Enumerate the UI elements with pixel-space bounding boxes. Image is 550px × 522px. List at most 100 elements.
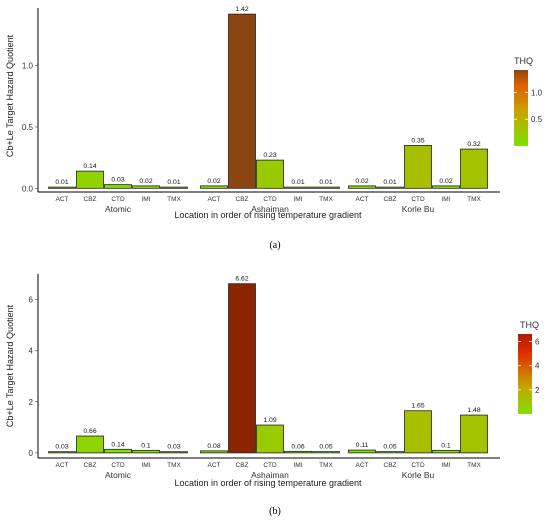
- category-label: CTD: [411, 462, 425, 469]
- bar-cbz: [76, 170, 104, 189]
- bar-tmx: [460, 414, 488, 454]
- bar-tmx: [160, 186, 188, 189]
- bar-value-label: 0.14: [83, 163, 96, 170]
- category-label: CTD: [111, 462, 125, 469]
- category-label: IMI: [141, 196, 150, 203]
- bar-value-label: 0.02: [207, 178, 220, 185]
- bar-value-label: 0.01: [319, 179, 332, 186]
- bar-group-korle-bu: 0.02 ACT 0.01 CBZ 0.35 CTD 0.02 IMI 0.32 TMX Korle…: [348, 137, 488, 214]
- bar-value-label: 0.11: [356, 442, 369, 449]
- bar-ctd: [256, 424, 284, 454]
- bar-value-label: 1.42: [235, 6, 248, 13]
- bar-imi: [284, 186, 312, 189]
- bar-value-label: 0.03: [55, 444, 68, 451]
- bar-ctd: [104, 448, 132, 454]
- category-label: IMI: [293, 462, 302, 469]
- y-tick-label: 0.5: [22, 123, 34, 132]
- bar-tmx: [312, 451, 340, 454]
- bar-imi: [284, 450, 312, 454]
- bar-value-label: 0.02: [439, 178, 452, 185]
- bar-ctd: [256, 159, 284, 189]
- bar-imi: [432, 185, 460, 189]
- bar-value-label: 1.09: [263, 417, 276, 424]
- bar-value-label: 0.23: [263, 152, 276, 159]
- category-label: CBZ: [236, 462, 249, 469]
- y-axis-title-b: Cb+Le Target Hazard Quotient: [5, 304, 15, 427]
- group-label: Atomic: [105, 204, 132, 214]
- legend-tick-label: 6: [535, 337, 540, 346]
- category-label: IMI: [441, 196, 450, 203]
- panel-b: Cb+Le Target Hazard Quotient Location in…: [5, 274, 540, 517]
- bar-tmx: [460, 148, 488, 189]
- group-label: Korle Bu: [402, 204, 435, 214]
- bar-value-label: 0.03: [111, 177, 124, 184]
- category-label: CBZ: [384, 196, 397, 203]
- bar-imi: [432, 449, 460, 454]
- bar-ctd: [404, 410, 432, 454]
- bar-value-label: 0.66: [83, 428, 96, 435]
- category-label: ACT: [208, 196, 221, 203]
- category-label: IMI: [441, 462, 450, 469]
- group-label: Ashaiman: [251, 470, 289, 480]
- bar-act: [48, 451, 76, 454]
- bar-group-atomic: 0.01 ACT 0.14 CBZ 0.03 CTD 0.02 IMI 0.01 TMX Atomi…: [48, 163, 188, 214]
- legend-tick-label: 0.5: [531, 115, 543, 124]
- bar-value-label: 0.08: [207, 443, 220, 450]
- y-tick-label: 2: [29, 398, 34, 407]
- bar-tmx: [312, 186, 340, 189]
- category-label: CBZ: [84, 196, 97, 203]
- bar-value-label: 0.01: [291, 179, 304, 186]
- category-label: CTD: [263, 462, 277, 469]
- bar-value-label: 0.1: [441, 442, 451, 449]
- bar-act: [200, 450, 228, 454]
- legend-colorbar: [518, 334, 532, 414]
- bar-group-korle-bu: 0.11 ACT 0.05 CBZ 1.65 CTD 0.1 IMI 1.48 TMX Korle …: [348, 403, 488, 480]
- bar-value-label: 1.48: [467, 407, 480, 414]
- group-label: Korle Bu: [402, 470, 435, 480]
- bar-value-label: 0.1: [141, 442, 151, 449]
- category-label: TMX: [467, 462, 481, 469]
- y-tick-label: 1.0: [22, 62, 34, 71]
- panel-caption-a: (a): [269, 240, 280, 251]
- group-label: Ashaiman: [251, 204, 289, 214]
- bar-value-label: 0.14: [111, 441, 124, 448]
- category-label: TMX: [319, 462, 333, 469]
- bar-imi: [132, 449, 160, 454]
- category-label: CTD: [411, 196, 425, 203]
- bar-value-label: 0.01: [55, 179, 68, 186]
- legend-title-a: THQ: [514, 56, 533, 66]
- legend-tick-label: 2: [535, 386, 540, 395]
- category-label: ACT: [56, 462, 69, 469]
- bar-cbz: [376, 451, 404, 454]
- category-label: CTD: [263, 196, 277, 203]
- legend-colorbar: [514, 70, 528, 146]
- y-axis-title-a: Cb+Le Target Hazard Quotient: [5, 34, 15, 157]
- category-label: CBZ: [384, 462, 397, 469]
- category-label: ACT: [56, 196, 69, 203]
- bar-value-label: 0.05: [383, 444, 396, 451]
- bar-value-label: 0.02: [355, 178, 368, 185]
- bar-act: [348, 449, 376, 454]
- category-label: IMI: [293, 196, 302, 203]
- bar-value-label: 0.06: [291, 443, 304, 450]
- panel-caption-b: (b): [269, 506, 281, 517]
- x-axis-title-b: Location in order of rising temperature …: [174, 478, 362, 488]
- y-tick-label: 0.0: [22, 184, 34, 193]
- bar-ctd: [404, 144, 432, 189]
- y-tick-label: 4: [29, 347, 34, 356]
- bar-value-label: 6.62: [235, 276, 248, 283]
- category-label: TMX: [167, 462, 181, 469]
- legend-tick-label: 1.0: [531, 88, 543, 97]
- category-label: IMI: [141, 462, 150, 469]
- category-label: CBZ: [84, 462, 97, 469]
- category-label: TMX: [319, 196, 333, 203]
- bar-value-label: 0.32: [467, 141, 480, 148]
- bar-cbz: [376, 186, 404, 189]
- bar-ctd: [104, 184, 132, 189]
- bar-value-label: 0.01: [383, 179, 396, 186]
- x-axis-title-a: Location in order of rising temperature …: [174, 210, 362, 220]
- bar-value-label: 0.03: [167, 444, 180, 451]
- bar-cbz: [228, 13, 256, 189]
- y-tick-label: 6: [29, 296, 34, 305]
